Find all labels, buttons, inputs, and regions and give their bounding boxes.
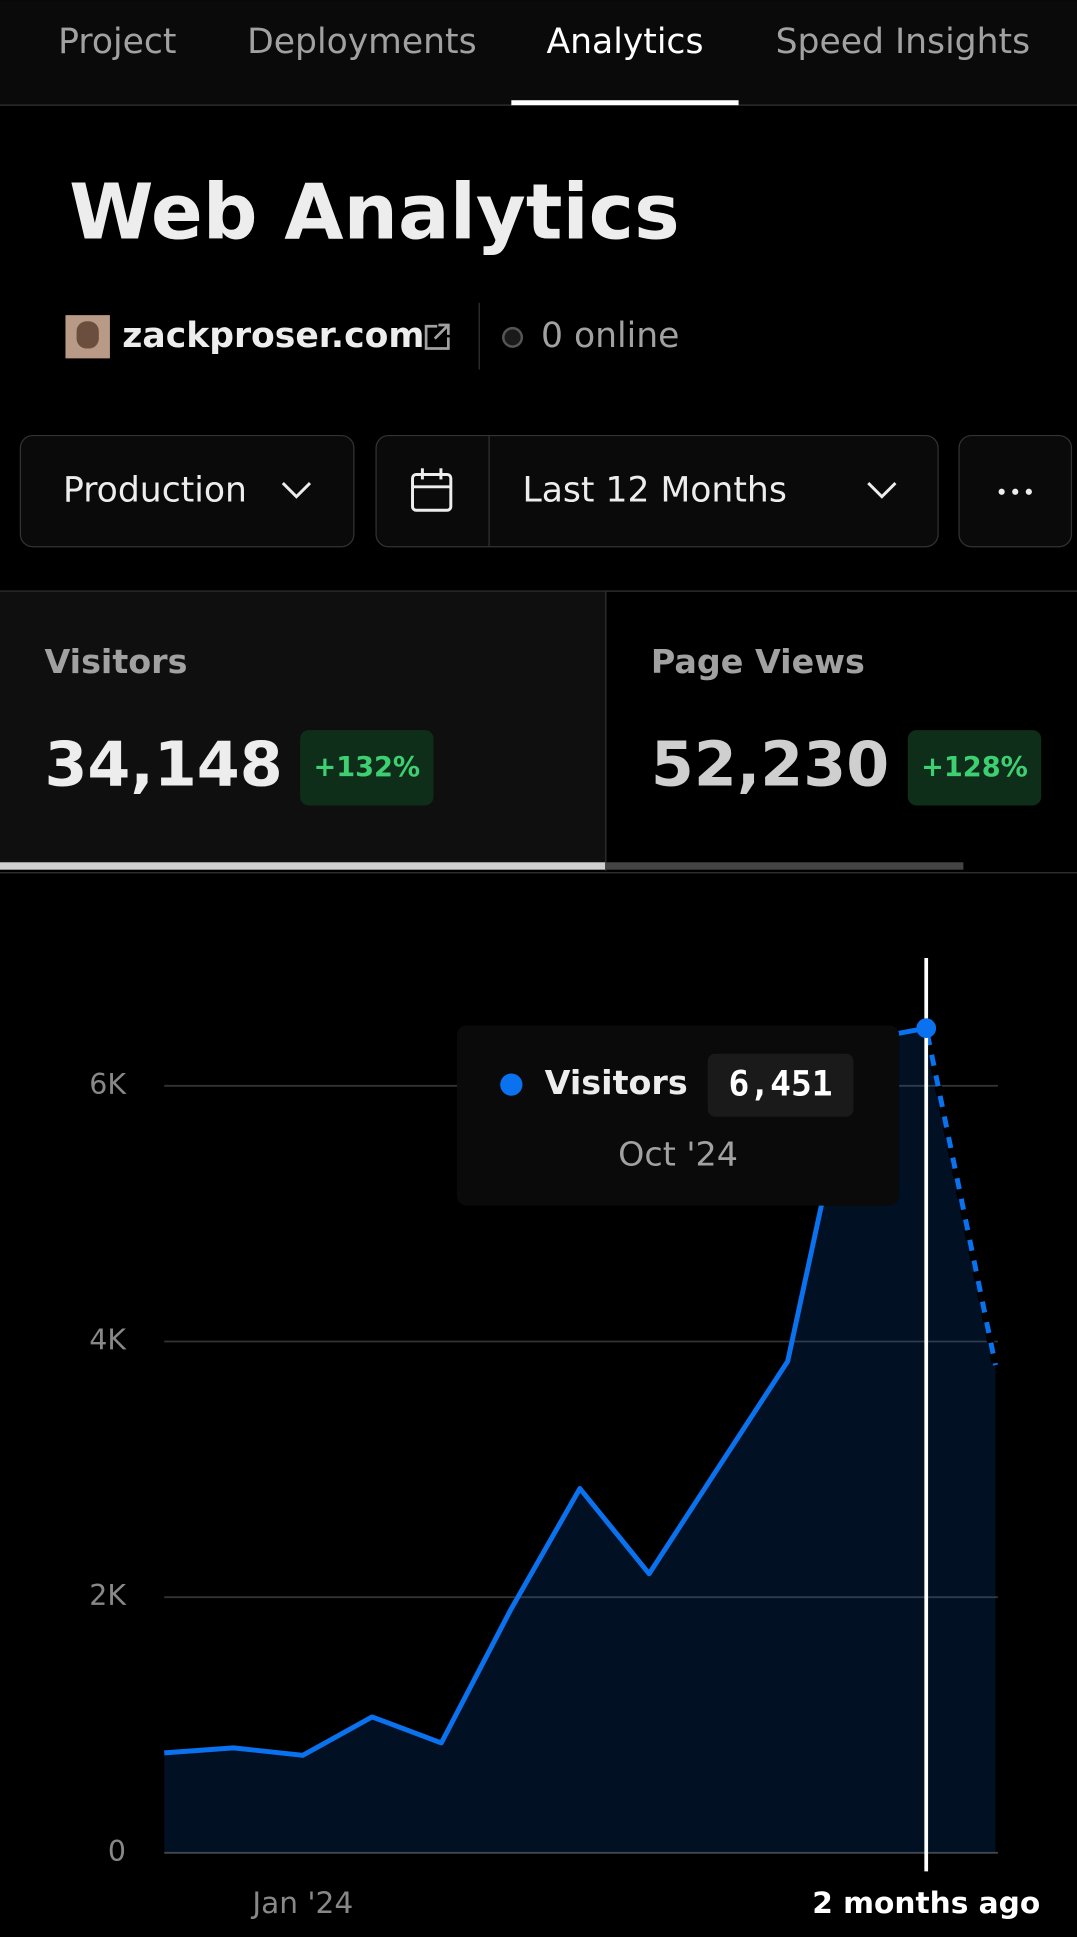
metric-label: Page Views — [651, 642, 865, 681]
x-tick-label: 2 months ago — [812, 1885, 1040, 1920]
range-label: Last 12 Months — [522, 470, 786, 510]
metric-value: 52,230 — [651, 729, 889, 801]
site-link[interactable]: zackproser.com — [122, 316, 424, 356]
point — [916, 1018, 937, 1039]
online-count: 0 online — [541, 316, 679, 356]
y-tick-label: 6K — [89, 1068, 127, 1101]
page-title: Web Analytics — [69, 169, 679, 258]
metric-value: 34,148 — [44, 729, 282, 801]
environment-select[interactable] — [19, 434, 355, 548]
external-icon — [424, 323, 450, 350]
tab[interactable]: Project — [58, 22, 176, 62]
environment-label: Production — [63, 470, 247, 510]
metric-label: Visitors — [44, 642, 187, 681]
progress — [605, 862, 964, 870]
online-dot — [502, 326, 524, 348]
tab-underline — [511, 100, 739, 106]
metric-card-active[interactable] — [0, 591, 606, 866]
avatar-face — [76, 321, 99, 349]
progress-active — [0, 862, 606, 870]
more-icon — [998, 488, 1032, 495]
tooltip-value: 6,451 — [729, 1064, 833, 1104]
calendar-icon — [411, 468, 453, 512]
chevron — [867, 482, 897, 499]
change-value: +132% — [313, 752, 420, 783]
change-badge — [300, 730, 434, 806]
chevron — [281, 482, 312, 499]
legend-label: Visitors — [545, 1063, 688, 1102]
change-badge — [907, 730, 1042, 806]
tooltip-date: Oct '24 — [618, 1135, 738, 1174]
chart: 0 2K 4K 6K Jan '24 2 months ago Visitors 6,451 O… — [89, 958, 1040, 1920]
tab-bar — [0, 0, 1077, 106]
y-tick-label: 4K — [89, 1323, 127, 1356]
tab-active[interactable]: Analytics — [546, 22, 703, 62]
range-select[interactable] — [375, 434, 939, 548]
tab[interactable]: Speed Insights — [776, 22, 1031, 62]
tab[interactable]: Deployments — [247, 22, 477, 62]
x-tick-label: Jan '24 — [250, 1885, 353, 1920]
y-tick-label: 0 — [108, 1835, 126, 1868]
change-value: +128% — [921, 752, 1028, 783]
area — [164, 1028, 996, 1853]
dash-gap — [922, 1027, 1000, 1366]
legend-dot — [500, 1073, 523, 1096]
y-tick-label: 2K — [89, 1579, 127, 1612]
tooltip-value-box — [707, 1053, 854, 1117]
